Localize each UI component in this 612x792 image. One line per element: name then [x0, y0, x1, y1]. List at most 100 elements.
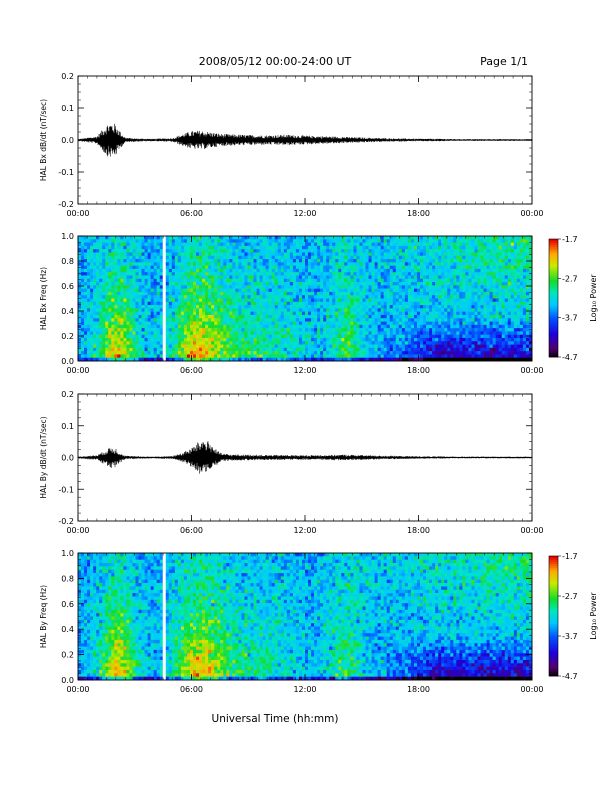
- spectrogram-cell: [298, 308, 303, 312]
- spectrogram-cell: [129, 311, 133, 316]
- spectrogram-cell: [432, 318, 436, 322]
- spectrogram-cell: [383, 282, 388, 286]
- spectrogram-cell: [286, 295, 291, 299]
- spectrogram-cell: [159, 337, 164, 342]
- spectrogram-cell: [341, 278, 345, 283]
- spectrogram-cell: [244, 321, 248, 326]
- spectrogram-cell: [78, 305, 82, 309]
- spectrogram-cell: [401, 262, 406, 266]
- spectrogram-cell: [374, 239, 378, 243]
- spectrogram-cell: [238, 242, 242, 247]
- spectrogram-cell: [320, 357, 324, 362]
- spectrogram-cell: [359, 288, 363, 293]
- spectrogram-cell: [223, 331, 227, 335]
- spectrogram-cell: [174, 321, 179, 326]
- spectrogram-cell: [268, 324, 273, 329]
- spectrogram-cell: [120, 288, 124, 293]
- spectrogram-cell: [368, 347, 372, 352]
- spectrogram-cell: [368, 337, 372, 342]
- spectrogram-cell: [301, 344, 306, 349]
- spectrogram-cell: [102, 249, 106, 253]
- spectrogram-cell: [326, 305, 330, 309]
- spectrogram-cell: [362, 311, 366, 316]
- spectrogram-cell: [78, 252, 82, 257]
- spectrogram-cell: [153, 242, 157, 247]
- spectrogram-cell: [311, 314, 315, 319]
- spectrogram-cell: [374, 265, 378, 270]
- spectrogram-cell: [356, 265, 360, 270]
- spectrogram-cell: [413, 298, 418, 303]
- spectrogram-cell: [323, 351, 327, 355]
- spectrogram-cell: [435, 255, 439, 260]
- spectrogram-cell: [356, 334, 360, 339]
- spectrogram-cell: [135, 311, 139, 316]
- spectrogram-cell: [229, 341, 233, 345]
- spectrogram-cell: [462, 259, 466, 263]
- spectrogram-cell: [311, 236, 315, 240]
- spectrogram-cell: [335, 278, 339, 283]
- spectrogram-cell: [244, 236, 248, 240]
- spectrogram-cell: [132, 351, 136, 355]
- spectrogram-cell: [347, 252, 351, 257]
- spectrogram-cell: [241, 331, 245, 335]
- spectrogram-cell: [268, 341, 273, 345]
- spectrogram-cell: [438, 347, 442, 352]
- spectrogram-cell: [401, 268, 406, 273]
- spectrogram-cell: [253, 265, 257, 270]
- spectrogram-cell: [283, 285, 288, 289]
- spectrogram-cell: [129, 245, 133, 250]
- spectrogram-cell: [259, 239, 263, 243]
- spectrogram-cell: [96, 295, 100, 299]
- spectrogram-cell: [214, 259, 218, 263]
- spectrogram-cell: [262, 347, 266, 352]
- spectrogram-cell: [202, 245, 206, 250]
- spectrogram-cell: [380, 282, 384, 286]
- spectrogram-cell: [126, 242, 130, 247]
- spectrogram-cell: [371, 324, 375, 329]
- spectrogram-cell: [165, 265, 170, 270]
- spectrogram-cell: [208, 305, 212, 309]
- spectrogram-cell: [159, 272, 164, 276]
- spectrogram-cell: [320, 252, 324, 257]
- spectrogram-cell: [362, 347, 366, 352]
- spectrogram-cell: [247, 275, 251, 280]
- spectrogram-cell: [362, 298, 366, 303]
- spectrogram-cell: [410, 314, 415, 319]
- spectrogram-cell: [214, 314, 218, 319]
- spectrogram-cell: [132, 354, 136, 359]
- spectrogram-cell: [150, 334, 154, 339]
- spectrogram-cell: [217, 278, 221, 283]
- spectrogram-cell: [426, 308, 430, 312]
- spectrogram-cell: [186, 262, 191, 266]
- spectrogram-cell: [410, 259, 415, 263]
- spectrogram-cell: [410, 351, 415, 355]
- spectrogram-cell: [253, 249, 257, 253]
- spectrogram-cell: [444, 236, 448, 240]
- spectrogram-cell: [232, 291, 236, 296]
- spectrogram-cell: [407, 305, 412, 309]
- spectrogram-cell: [162, 357, 167, 362]
- spectrogram-cell: [292, 291, 297, 296]
- spectrogram-cell: [407, 331, 412, 335]
- spectrogram-cell: [129, 341, 133, 345]
- spectrogram-cell: [311, 354, 315, 359]
- spectrogram-cell: [271, 305, 276, 309]
- spectrogram-cell: [193, 311, 197, 316]
- spectrogram-cell: [320, 295, 324, 299]
- spectrogram-cell: [90, 272, 94, 276]
- spectrogram-cell: [129, 262, 133, 266]
- spectrogram-cell: [420, 344, 424, 349]
- spectrogram-cell: [135, 337, 139, 342]
- spectrogram-cell: [335, 268, 339, 273]
- spectrogram-cell: [353, 311, 357, 316]
- spectrogram-cell: [259, 311, 263, 316]
- spectrogram-cell: [326, 288, 330, 293]
- spectrogram-cell: [205, 295, 209, 299]
- spectrogram-cell: [441, 275, 445, 280]
- spectrogram-cell: [96, 239, 100, 243]
- spectrogram-cell: [377, 301, 381, 306]
- spectrogram-cell: [350, 321, 354, 326]
- spectrogram-cell: [401, 265, 406, 270]
- spectrogram-cell: [235, 239, 239, 243]
- spectrogram-cell: [177, 249, 182, 253]
